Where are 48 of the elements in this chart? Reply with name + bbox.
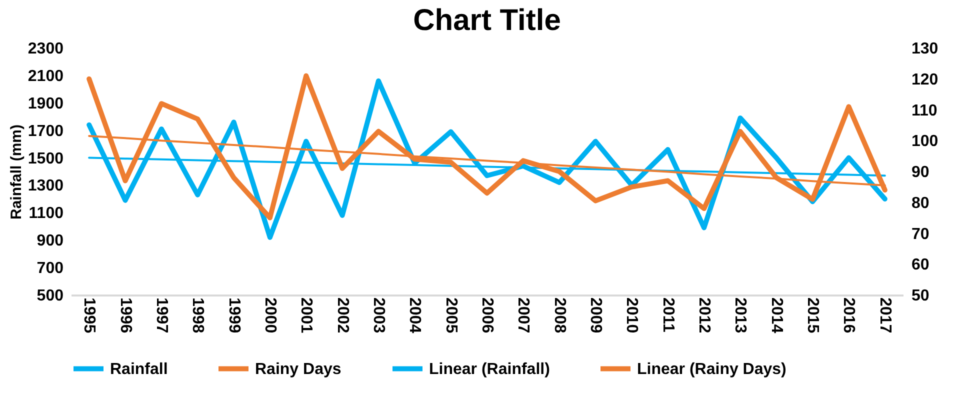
y-tick-label: 500 <box>36 288 64 304</box>
y-axis-title: Rainfall (mm) <box>8 124 25 220</box>
y2-tick-label: 130 <box>912 40 938 58</box>
legend-label: Linear (Rainfall) <box>429 360 550 378</box>
y2-tick-label: 80 <box>912 194 930 212</box>
legend-label: Rainy Days <box>255 360 342 378</box>
y2-tick-label: 90 <box>912 164 930 181</box>
y-tick-label: 1700 <box>28 122 64 140</box>
x-tick-label: 2006 <box>478 298 496 334</box>
y-tick-label: 1300 <box>28 178 64 195</box>
y-tick-label: 1900 <box>28 95 64 112</box>
x-tick-label: 1995 <box>80 298 98 334</box>
y2-tick-label: 60 <box>912 256 930 274</box>
legend-label: Linear (Rainy Days) <box>637 360 786 378</box>
y-tick-label: 2300 <box>28 40 64 58</box>
x-tick-label: 2002 <box>334 298 351 334</box>
x-tick-label: 2013 <box>732 298 749 334</box>
x-tick-label: 2008 <box>550 298 568 334</box>
x-tick-label: 1998 <box>189 298 206 334</box>
chart-title: Chart Title <box>413 4 561 37</box>
x-tick-label: 2007 <box>514 298 532 334</box>
y2-tick-label: 100 <box>912 133 938 150</box>
x-tick-label: 1999 <box>225 298 242 334</box>
x-tick-label: 2016 <box>840 298 858 334</box>
x-tick-label: 2011 <box>659 298 676 332</box>
x-tick-label: 2005 <box>442 298 460 334</box>
x-tick-label: 2017 <box>876 298 894 334</box>
y-tick-label: 900 <box>36 232 64 250</box>
y2-tick-label: 110 <box>912 102 938 120</box>
y-tick-label: 700 <box>36 260 64 278</box>
x-tick-label: 2010 <box>623 298 640 334</box>
legend-label: Rainfall <box>110 360 168 378</box>
y2-tick-label: 120 <box>912 71 938 88</box>
x-tick-label: 1996 <box>116 298 134 334</box>
x-tick-label: 2004 <box>406 298 424 334</box>
y-tick-label: 1100 <box>28 205 64 222</box>
y-tick-label: 2100 <box>28 68 64 85</box>
y2-tick-label: 50 <box>912 288 930 304</box>
x-tick-label: 2003 <box>370 298 387 334</box>
x-tick-label: 2012 <box>696 298 713 334</box>
y2-tick-label: 70 <box>912 226 930 243</box>
x-tick-label: 2001 <box>298 298 315 334</box>
x-tick-label: 2000 <box>261 298 278 334</box>
x-tick-label: 2009 <box>587 298 604 334</box>
x-tick-label: 2014 <box>768 298 785 334</box>
x-tick-label: 2015 <box>804 298 822 334</box>
x-tick-label: 1997 <box>152 298 170 334</box>
y-tick-label: 1500 <box>28 150 64 168</box>
